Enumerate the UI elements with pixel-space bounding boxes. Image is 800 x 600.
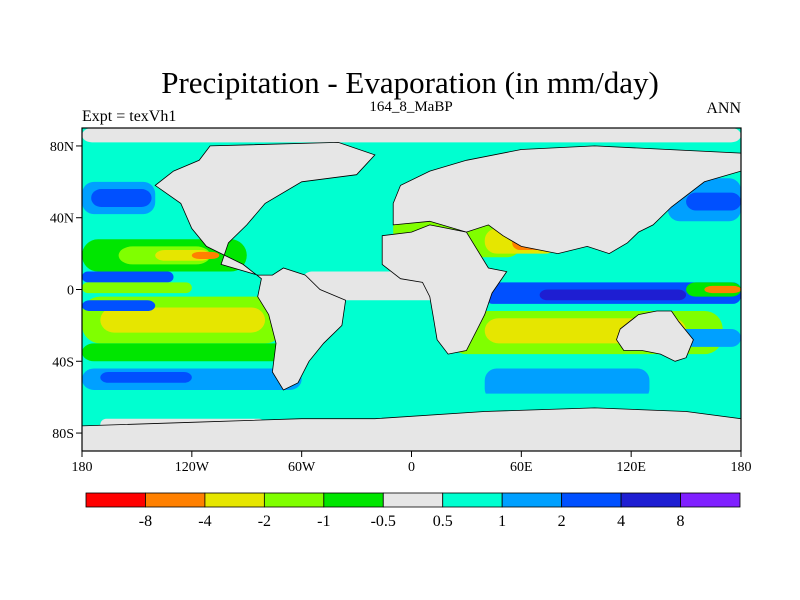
colorbar-label: -8: [139, 513, 152, 530]
colorbar: -8 -4 -2 -1 -0.5 0.5 1 2 4 8: [85, 492, 741, 530]
x-tick-label: 120W: [175, 460, 210, 475]
x-tick-label: 180: [731, 460, 752, 475]
y-tick-label: 80N: [50, 140, 74, 155]
colorbar-label: -1: [317, 513, 330, 530]
field-region: [539, 289, 687, 301]
colorbar-swatch: [442, 492, 503, 508]
subtitle-center: 164_8_MaBP: [369, 99, 452, 115]
y-axis: 80N 40N 0 40S 80S: [50, 140, 82, 442]
y-tick-label: 40N: [50, 212, 74, 227]
colorbar-swatch: [680, 492, 741, 508]
field-region: [82, 282, 192, 294]
subtitle-right: ANN: [706, 100, 741, 117]
colorbar-swatch: [501, 492, 563, 508]
colorbar-swatch: [561, 492, 622, 508]
colorbar-label: -0.5: [371, 513, 396, 530]
x-tick-label: 120E: [616, 460, 646, 475]
colorbar-label: 8: [677, 513, 685, 530]
field-region: [100, 372, 192, 383]
colorbar-label: 0.5: [433, 513, 453, 530]
field-region: [91, 189, 152, 207]
field-region: [484, 368, 650, 401]
field-region: [82, 271, 174, 283]
colorbar-label: 1: [498, 513, 506, 530]
colorbar-swatch: [263, 492, 325, 508]
x-axis: 180 120W 60W 0 60E 120E 180: [72, 451, 752, 475]
colorbar-swatch: [620, 492, 681, 508]
x-tick-label: 0: [408, 460, 415, 475]
x-tick-label: 180: [72, 460, 93, 475]
colorbar-swatch: [382, 492, 444, 508]
field-region: [100, 307, 266, 333]
colorbar-label: 4: [617, 513, 625, 530]
x-tick-label: 60W: [288, 460, 316, 475]
chart-title: Precipitation - Evaporation (in mm/day): [161, 65, 659, 100]
colorbar-swatch: [145, 492, 206, 508]
field-region: [191, 251, 220, 259]
y-tick-label: 80S: [52, 427, 74, 442]
colorbar-swatch: [204, 492, 265, 508]
map-panel: 180 120W 60W 0 60E 120E 180 80N 40N 0 40S 80S: [50, 127, 752, 475]
land-africa: [381, 224, 508, 355]
field-region: [82, 128, 741, 143]
colorbar-label: 2: [558, 513, 566, 530]
colorbar-label: -4: [198, 513, 211, 530]
colorbar-swatch: [85, 492, 146, 508]
colorbar-label: -2: [258, 513, 271, 530]
land-australia: [616, 310, 694, 362]
land-americas: [154, 141, 376, 391]
x-tick-label: 60E: [510, 460, 533, 475]
y-tick-label: 0: [67, 284, 74, 299]
field-region: [704, 285, 741, 294]
y-tick-label: 40S: [52, 355, 74, 370]
field-region: [82, 343, 302, 362]
subtitle-left: Expt = texVh1: [82, 108, 176, 125]
field-region: [82, 300, 156, 312]
colorbar-swatch: [323, 492, 384, 508]
land-eurasia: [392, 145, 742, 255]
field-region: [82, 393, 741, 412]
field-region: [686, 192, 741, 211]
land-layer: [81, 141, 742, 452]
